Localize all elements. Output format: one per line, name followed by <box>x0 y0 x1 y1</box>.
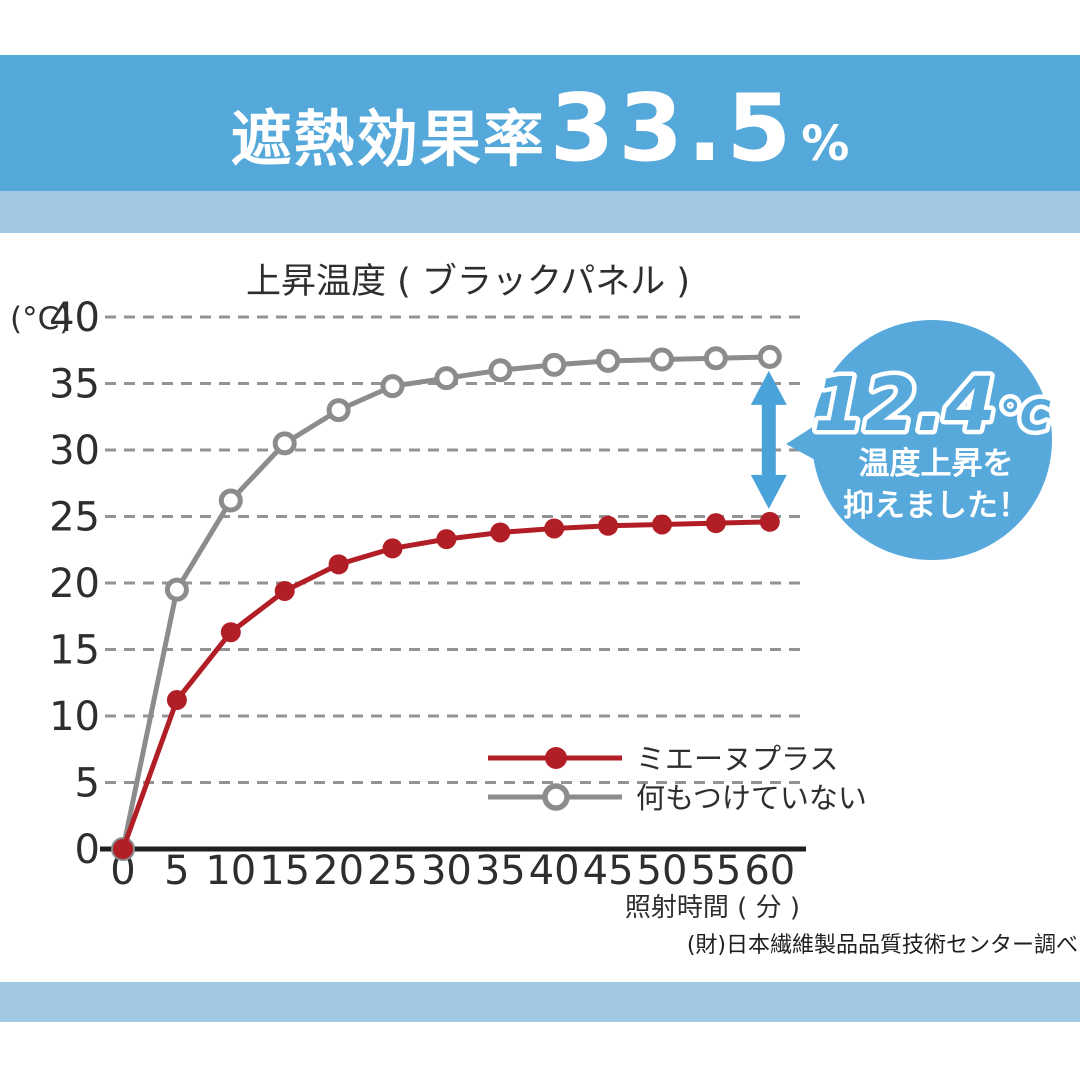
data-point-open <box>596 348 621 373</box>
callout-text-line: 抑えました！ <box>843 488 1029 524</box>
top-banner: 遮熱効果率 33.5 % <box>0 55 1080 191</box>
y-tick-label: 35 <box>49 362 100 408</box>
data-point-filled <box>544 518 565 539</box>
callout-value: 12.4℃ <box>813 362 1051 448</box>
y-tick-label: 10 <box>49 694 100 740</box>
y-axis-unit: (°C) <box>10 301 71 337</box>
data-point-filled <box>328 554 349 575</box>
banner-percent-sign: % <box>801 116 850 172</box>
y-tick-label: 20 <box>49 561 100 607</box>
x-tick-label: 5 <box>164 848 189 894</box>
legend-marker <box>542 783 570 811</box>
data-point-filled <box>382 538 403 559</box>
y-tick-label: 40 <box>49 295 100 341</box>
data-point-filled <box>166 690 187 711</box>
y-tick-label: 15 <box>49 628 100 674</box>
x-tick-label: 25 <box>367 848 418 894</box>
x-tick-label: 60 <box>744 848 795 894</box>
data-point-open <box>434 366 459 391</box>
data-point-open <box>703 346 728 371</box>
data-point-open <box>272 431 297 456</box>
legend-label: ミエーヌプラス <box>636 742 838 776</box>
x-tick-label: 45 <box>583 848 634 894</box>
banner-title: 遮熱効果率 <box>230 104 546 175</box>
data-point-open <box>542 352 567 377</box>
chart-title: 上昇温度 ( ブラックパネル ) <box>246 262 690 302</box>
legend-label: 何もつけていない <box>636 781 867 815</box>
data-point-open <box>218 488 243 513</box>
x-axis-label: 照射時間 ( 分 ) <box>625 893 800 923</box>
divider-stripe-top <box>0 191 1080 233</box>
x-tick-label: 40 <box>529 848 580 894</box>
data-point-open <box>326 398 351 423</box>
callout-bubble <box>812 320 1052 560</box>
x-tick-label: 55 <box>690 848 741 894</box>
x-tick-label: 20 <box>313 848 364 894</box>
x-tick-label: 15 <box>259 848 310 894</box>
y-tick-label: 30 <box>49 428 100 474</box>
banner-value: 33.5 <box>549 74 796 182</box>
data-point-filled <box>598 515 619 536</box>
data-point-filled <box>220 622 241 643</box>
x-tick-label: 30 <box>421 848 472 894</box>
data-point-filled <box>705 513 726 534</box>
x-tick-label: 35 <box>475 848 526 894</box>
callout-text-line: 温度上昇を <box>859 446 1014 482</box>
data-point-filled <box>113 839 133 859</box>
x-tick-label: 50 <box>637 848 688 894</box>
y-tick-label: 25 <box>49 495 100 541</box>
data-point-filled <box>274 580 295 601</box>
data-point-filled <box>436 529 457 550</box>
legend-marker <box>545 747 567 769</box>
data-point-open <box>650 347 674 372</box>
data-point-filled <box>759 511 780 532</box>
data-point-filled <box>652 514 672 535</box>
data-point-filled <box>490 522 511 543</box>
y-tick-label: 5 <box>75 761 100 807</box>
data-point-open <box>757 344 782 369</box>
data-point-open <box>488 358 513 383</box>
source-note: (財)日本繊維製品品質技術センター調べ <box>686 933 1078 958</box>
divider-stripe-bottom <box>0 982 1080 1022</box>
gap-arrow <box>750 370 787 509</box>
y-tick-label: 0 <box>75 827 100 873</box>
data-point-open <box>380 374 405 399</box>
data-point-open <box>164 577 189 602</box>
x-tick-label: 10 <box>205 848 256 894</box>
